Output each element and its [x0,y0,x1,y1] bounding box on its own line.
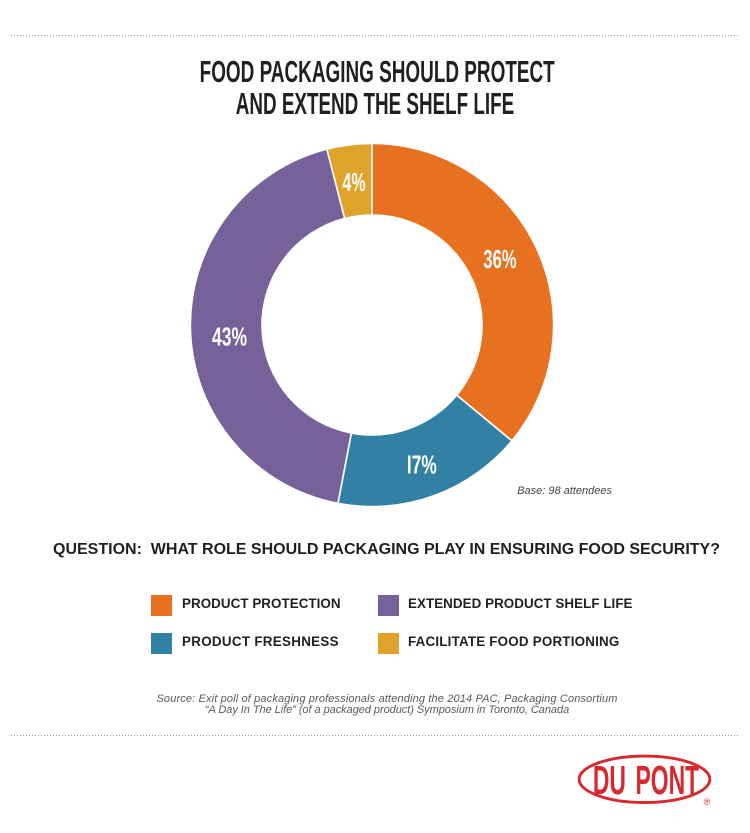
svg-text:43%: 43% [212,322,247,351]
svg-text:AND EXTEND THE SHELF LIFE: AND EXTEND THE SHELF LIFE [236,88,514,122]
svg-text:®: ® [704,797,711,807]
svg-text:FOOD PACKAGING SHOULD PROTECT: FOOD PACKAGING SHOULD PROTECT [200,56,555,90]
svg-text:36%: 36% [483,244,516,274]
svg-text:I7%: I7% [407,450,437,479]
svg-text:4%: 4% [342,168,365,197]
